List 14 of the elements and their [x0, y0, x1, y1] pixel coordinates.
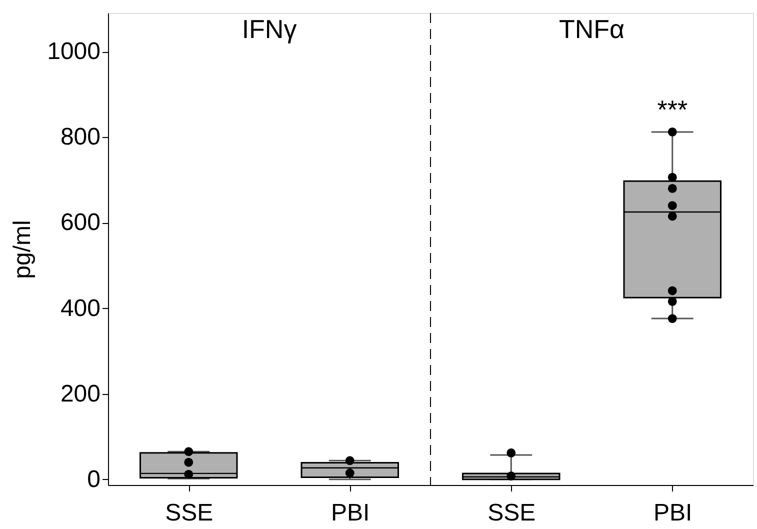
y-tick-label: 800 — [60, 124, 100, 151]
x-tick-label: PBI — [654, 500, 692, 526]
annotation: *** — [657, 94, 688, 125]
x-tick-label: PBI — [331, 500, 370, 526]
y-axis-title: pg/ml — [9, 220, 36, 279]
y-tick-label: 600 — [60, 209, 100, 236]
x-tick-label: SSE — [488, 500, 536, 526]
y-tick-label: 400 — [60, 294, 100, 322]
y-tick-label: 0 — [87, 466, 100, 493]
annotation: IFNγ — [242, 14, 297, 44]
y-tick-label: 200 — [60, 380, 100, 408]
annotation: TNFα — [558, 14, 625, 44]
y-tick-label: 1000 — [47, 38, 100, 66]
x-tick-label: SSE — [165, 500, 214, 526]
